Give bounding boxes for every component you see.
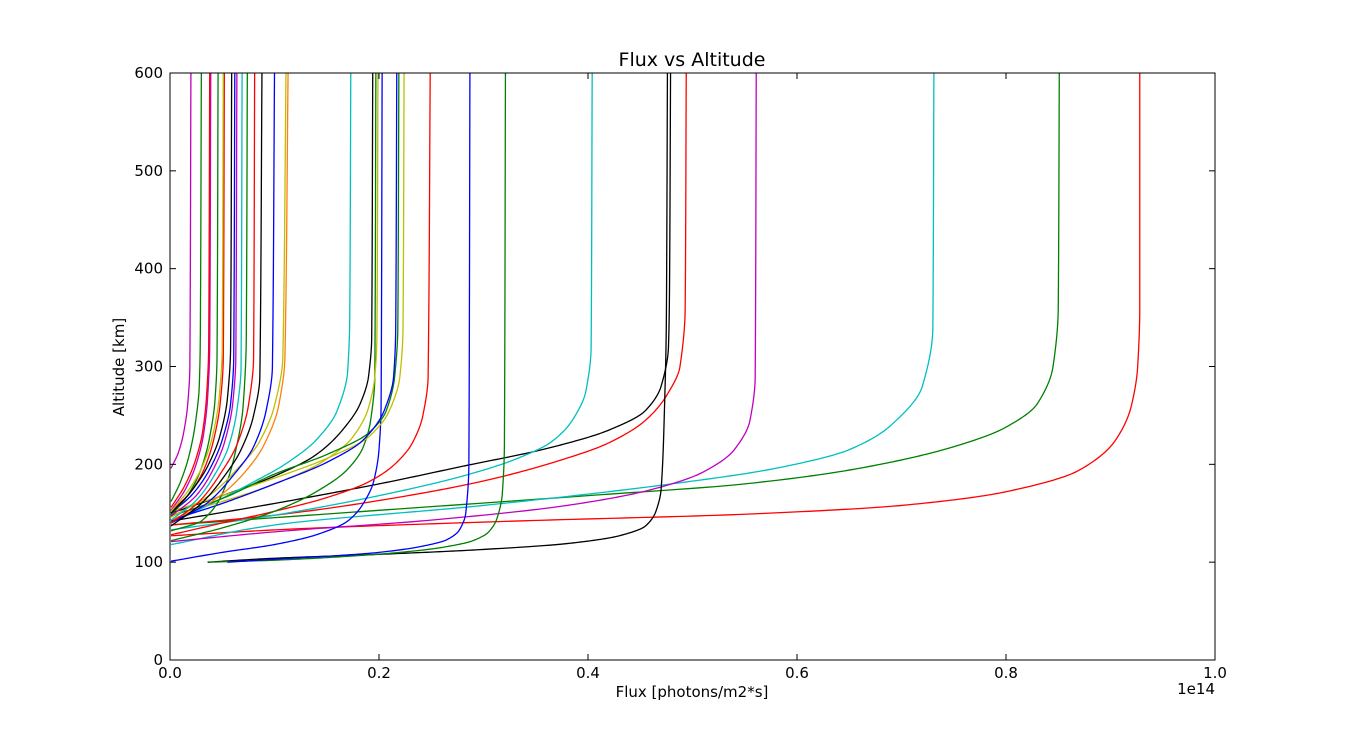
- y-tick-label: 100: [134, 553, 163, 571]
- chart-title: Flux vs Altitude: [619, 49, 766, 71]
- series-layer: [170, 73, 1141, 563]
- y-axis-ticks: 0 100 200 300 400 500 600: [134, 64, 1215, 669]
- series-line-5: [170, 73, 687, 526]
- x-tick-label: 1.0: [1203, 664, 1227, 682]
- series-line-10: [227, 73, 471, 563]
- series-line-15: [170, 73, 379, 516]
- y-tick-label: 200: [134, 455, 163, 473]
- series-line-33: [170, 73, 233, 514]
- series-line-19: [170, 73, 398, 521]
- series-line-4: [170, 73, 757, 543]
- series-line-27: [170, 73, 243, 521]
- x-tick-label: 0.8: [994, 664, 1018, 682]
- series-line-16: [170, 73, 405, 512]
- series-line-36: [170, 73, 192, 469]
- y-tick-label: 400: [134, 260, 163, 278]
- series-line-28: [170, 73, 236, 514]
- series-line-22: [170, 73, 289, 521]
- x-tick-label: 0.0: [158, 664, 182, 682]
- y-axis-label: Altitude [km]: [110, 318, 128, 416]
- series-line-31: [170, 73, 212, 511]
- series-line-34: [170, 73, 224, 512]
- y-tick-label: 0: [153, 651, 163, 669]
- y-tick-label: 500: [134, 162, 163, 180]
- series-line-2: [170, 73, 1060, 526]
- series-line-18: [170, 73, 400, 517]
- y-tick-label: 300: [134, 358, 163, 376]
- series-line-32: [170, 73, 211, 508]
- series-line-7: [170, 73, 672, 522]
- series-line-20: [170, 73, 248, 532]
- plot-background: [170, 73, 1215, 660]
- series-line-1: [171, 73, 1141, 537]
- x-tick-label: 0.6: [785, 664, 809, 682]
- x-tick-label: 0.2: [367, 664, 391, 682]
- series-line-25: [170, 73, 256, 524]
- series-line-24: [170, 73, 263, 527]
- series-line-9: [208, 73, 507, 563]
- series-line-12: [170, 73, 431, 536]
- x-tick-label: 0.4: [576, 664, 600, 682]
- x-axis-ticks: 0.0 0.2 0.4 0.6 0.8 1.0: [158, 73, 1227, 682]
- x-axis-label: Flux [photons/m2*s]: [616, 683, 769, 701]
- series-line-26: [170, 73, 238, 517]
- y-tick-label: 600: [134, 64, 163, 82]
- series-line-8: [170, 73, 593, 531]
- series-line-21: [170, 73, 287, 518]
- series-line-13: [170, 73, 377, 542]
- series-line-11: [170, 73, 383, 562]
- series-line-3: [170, 73, 935, 546]
- x-scale-factor-label: 1e14: [1177, 680, 1215, 698]
- series-line-23: [170, 73, 276, 524]
- series-line-35: [170, 73, 202, 502]
